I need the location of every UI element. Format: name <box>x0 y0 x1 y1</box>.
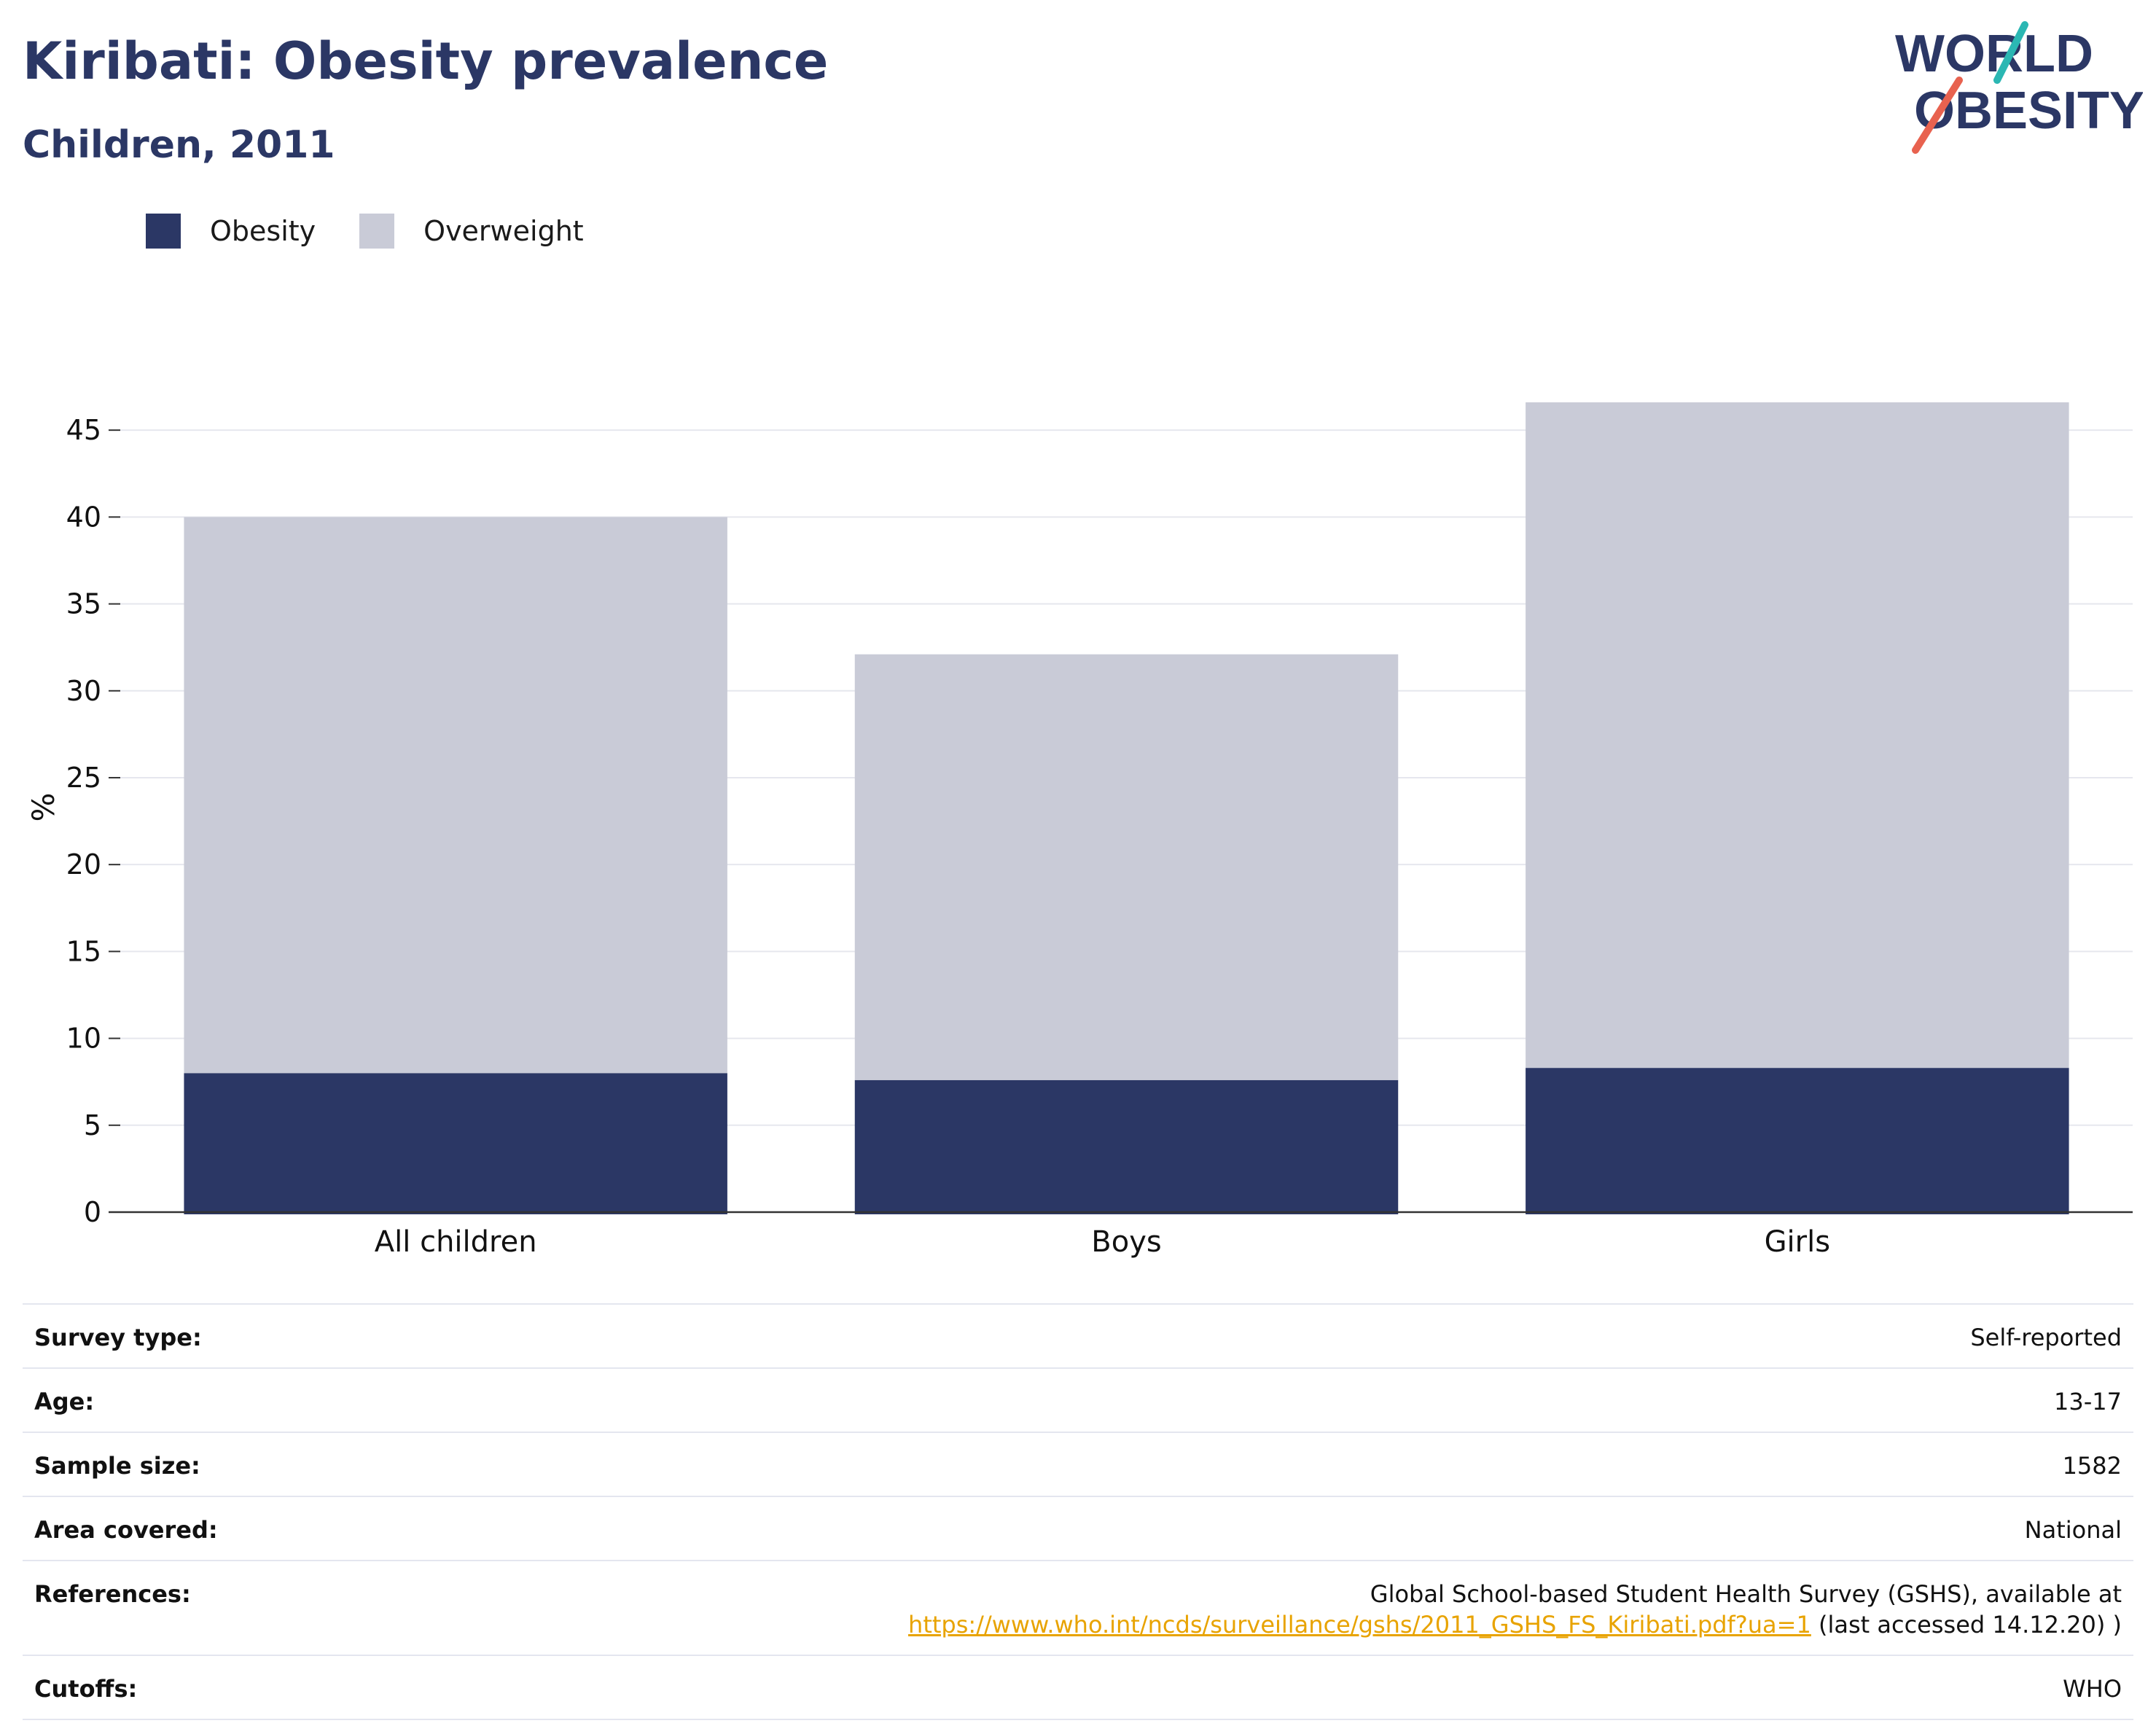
legend-swatch-obesity <box>146 214 181 249</box>
references-label: References: <box>34 1580 191 1608</box>
stacked-bar-chart: 0 5 10 15 20 25 30 35 40 45% All children Boys Girls <box>26 402 2133 1259</box>
bar-obesity-girls <box>1526 1068 2069 1214</box>
references-link[interactable]: https://www.who.int/ncds/surveillance/gs… <box>908 1611 1811 1639</box>
cutoffs-label: Cutoffs: <box>34 1675 138 1703</box>
legend-item-overweight[interactable]: Overweight <box>359 214 584 249</box>
survey-details-table: Survey type: Self-reported Age: 13-17 Sa… <box>23 1303 2133 1720</box>
bar-obesity-boys <box>854 1079 1399 1214</box>
bar-obesity-all-children <box>184 1073 727 1214</box>
area-covered-value: National <box>2024 1516 2122 1544</box>
bar-overweight-all-children <box>184 517 727 1074</box>
detail-row-age: Age: 13-17 <box>23 1369 2133 1433</box>
logo-line-2: OBESITY <box>1914 82 2143 140</box>
survey-type-label: Survey type: <box>34 1324 202 1351</box>
legend-item-obesity[interactable]: Obesity <box>146 214 316 249</box>
y-tick-label: 0 <box>84 1196 101 1228</box>
references-text: Global School-based Student Health Surve… <box>1370 1580 2122 1608</box>
x-tick-label: All children <box>375 1225 537 1259</box>
legend-swatch-overweight <box>359 214 395 249</box>
y-tick-label: 45 <box>66 414 101 446</box>
x-tick-label: Boys <box>1091 1225 1161 1259</box>
y-tick-label: 20 <box>66 848 101 880</box>
y-tick-label: 10 <box>66 1023 101 1055</box>
detail-row-references: References: Global School-based Student … <box>23 1561 2133 1656</box>
chart-title: Kiribati: Obesity prevalence <box>23 31 829 91</box>
chart-legend: Obesity Overweight <box>146 214 628 249</box>
bar-overweight-girls <box>1526 402 2069 1069</box>
survey-type-value: Self-reported <box>1970 1324 2122 1351</box>
world-obesity-logo: WORLD OBESITY <box>1895 21 2143 154</box>
logo-slash-teal <box>1993 21 2028 84</box>
references-access-note: (last accessed 14.12.20) ) <box>1811 1611 2122 1639</box>
sample-size-label: Sample size: <box>34 1452 200 1480</box>
y-tick-label: 30 <box>66 675 101 707</box>
references-value: Global School-based Student Health Surve… <box>908 1579 2122 1640</box>
bar-overweight-boys <box>854 654 1399 1080</box>
age-value: 13-17 <box>2054 1388 2122 1415</box>
detail-row-area: Area covered: National <box>23 1497 2133 1561</box>
detail-row-survey-type: Survey type: Self-reported <box>23 1305 2133 1369</box>
y-tick-label: 25 <box>66 762 101 794</box>
y-axis-title: % <box>26 793 61 822</box>
sample-size-value: 1582 <box>2062 1452 2122 1480</box>
legend-label-obesity: Obesity <box>210 215 316 247</box>
detail-row-cutoffs: Cutoffs: WHO <box>23 1656 2133 1720</box>
detail-row-sample-size: Sample size: 1582 <box>23 1433 2133 1497</box>
y-tick-label: 15 <box>66 935 101 967</box>
logo-line-1: WORLD <box>1895 25 2093 83</box>
legend-label-overweight: Overweight <box>423 215 584 247</box>
logo-slash-coral <box>1912 77 1963 154</box>
cutoffs-value: WHO <box>2063 1675 2122 1703</box>
y-tick-label: 5 <box>84 1109 101 1141</box>
y-tick-label: 40 <box>66 501 101 533</box>
age-label: Age: <box>34 1388 95 1415</box>
chart-subtitle: Children, 2011 <box>23 123 335 167</box>
y-tick-label: 35 <box>66 588 101 620</box>
area-covered-label: Area covered: <box>34 1516 218 1544</box>
x-tick-label: Girls <box>1765 1225 1831 1259</box>
